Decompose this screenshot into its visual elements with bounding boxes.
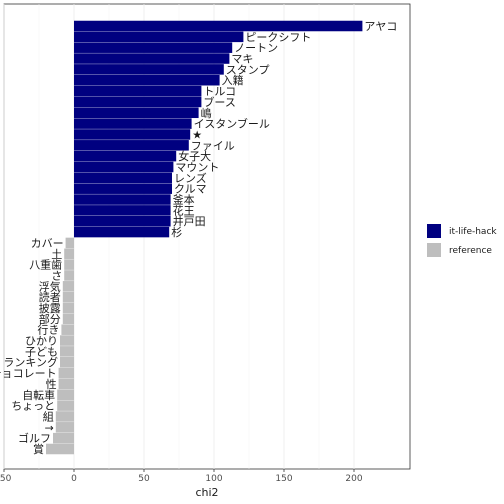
bar-reference xyxy=(60,356,74,368)
bar-reference xyxy=(58,378,74,390)
bar-label: チョコレート xyxy=(0,367,57,380)
bar-label: 披露 xyxy=(39,301,61,315)
bar-it-life-hack xyxy=(74,74,220,86)
grid-lines xyxy=(3,4,355,469)
bar-it-life-hack xyxy=(74,53,230,64)
bar-label: マウント xyxy=(175,161,219,174)
legend-label: it-life-hack xyxy=(449,227,497,237)
bar-label: 釜本 xyxy=(173,193,195,207)
bar-it-life-hack xyxy=(74,42,233,53)
bar-label: 杉 xyxy=(171,225,182,239)
bar-label: 部分 xyxy=(39,312,61,326)
bar-label: 花王 xyxy=(173,204,195,217)
bar-label: 浮気 xyxy=(39,279,61,293)
bar-label: 井戸田 xyxy=(173,214,206,228)
bar-label: 行き xyxy=(37,324,59,337)
bar-it-life-hack xyxy=(74,194,171,205)
x-tick-label: 200 xyxy=(345,474,362,484)
bar-label: 女子大 xyxy=(178,149,211,163)
bar-reference xyxy=(62,313,74,325)
bar-label: ちょっと xyxy=(11,400,55,413)
bar-label: ひかり xyxy=(25,335,58,348)
bar-it-life-hack xyxy=(74,172,172,184)
x-tick-label: 0 xyxy=(71,474,77,484)
bar-reference xyxy=(62,302,74,314)
bar-it-life-hack xyxy=(74,215,171,227)
bar-reference xyxy=(55,411,74,422)
bar-reference xyxy=(60,335,74,346)
bar-label: ★ xyxy=(192,128,202,141)
bar-label: 土 xyxy=(51,248,62,261)
bar-it-life-hack xyxy=(74,85,202,97)
bar-reference xyxy=(57,389,74,401)
bar-label: ランキング xyxy=(3,355,58,369)
bar-it-life-hack xyxy=(74,31,244,43)
bar-it-life-hack xyxy=(74,20,363,32)
bar-label: 入籍 xyxy=(222,73,244,87)
bar-label: 自転車 xyxy=(22,388,55,402)
bar-reference xyxy=(64,259,74,270)
bar-it-life-hack xyxy=(74,96,202,108)
bar-label: 読者 xyxy=(39,290,61,304)
x-tick-label: 50 xyxy=(138,474,150,484)
bar-label: ノートン xyxy=(234,42,278,55)
bar-label: スタンプ xyxy=(226,63,270,76)
bars xyxy=(46,20,363,455)
x-axis-title: chi2 xyxy=(195,486,218,499)
bar-label: イスタンブール xyxy=(194,117,270,131)
bar-label: さ xyxy=(51,269,62,282)
bar-it-life-hack xyxy=(74,150,177,162)
bar-label: クルマ xyxy=(174,183,207,196)
bar-reference xyxy=(53,432,74,444)
bar-label: レンズ xyxy=(174,171,207,185)
bar-label: カバー xyxy=(31,237,64,250)
bar-label: ピークシフト xyxy=(245,31,311,44)
bar-label: 賞 xyxy=(33,443,44,456)
bar-reference xyxy=(58,367,74,379)
bar-it-life-hack xyxy=(74,129,191,140)
x-tick-label: -50 xyxy=(0,474,12,484)
legend: it-life-hack reference xyxy=(427,224,497,257)
bar-label: 性 xyxy=(46,377,57,391)
bar-reference xyxy=(46,443,74,455)
bar-it-life-hack xyxy=(74,118,192,129)
bar-reference xyxy=(60,346,74,357)
bar-reference xyxy=(55,422,74,433)
bar-label: ゴルフ xyxy=(18,431,51,445)
bar-label: 嶋 xyxy=(201,106,212,120)
bar-label: トルコ xyxy=(203,85,236,98)
bar-label: → xyxy=(45,421,54,434)
bar-reference xyxy=(61,324,74,335)
bar-it-life-hack xyxy=(74,161,174,173)
bar-reference xyxy=(62,291,74,303)
bar-it-life-hack xyxy=(74,107,199,119)
bar-it-life-hack xyxy=(74,226,170,238)
bar-labels: アヤコピークシフトノートンマキスタンプ入籍トルコブース嶋イスタンブール★ファイル… xyxy=(0,20,397,456)
legend-swatch-it-life-hack xyxy=(427,224,441,238)
bar-reference xyxy=(62,281,74,292)
bar-it-life-hack xyxy=(74,140,189,151)
bar-reference xyxy=(65,237,74,249)
bar-label: 八重歯 xyxy=(29,258,62,272)
x-tick-label: 150 xyxy=(275,474,292,484)
bar-label: 組 xyxy=(43,410,54,423)
bar-label: アヤコ xyxy=(364,20,397,33)
bar-it-life-hack xyxy=(74,64,224,75)
x-axis-ticks: -50 0 50 100 150 200 xyxy=(0,469,363,484)
x-tick-label: 100 xyxy=(205,474,222,484)
bar-it-life-hack xyxy=(74,205,171,216)
bar-label: 子ども xyxy=(25,345,58,358)
bar-label: マキ xyxy=(231,53,253,66)
bar-label: ブース xyxy=(203,95,235,109)
bar-reference xyxy=(64,248,74,260)
legend-swatch-reference xyxy=(427,243,441,257)
bar-reference xyxy=(57,400,74,411)
legend-label: reference xyxy=(449,246,492,256)
bar-reference xyxy=(64,270,74,281)
bar-label: ファイル xyxy=(191,139,235,152)
bar-it-life-hack xyxy=(74,183,172,194)
